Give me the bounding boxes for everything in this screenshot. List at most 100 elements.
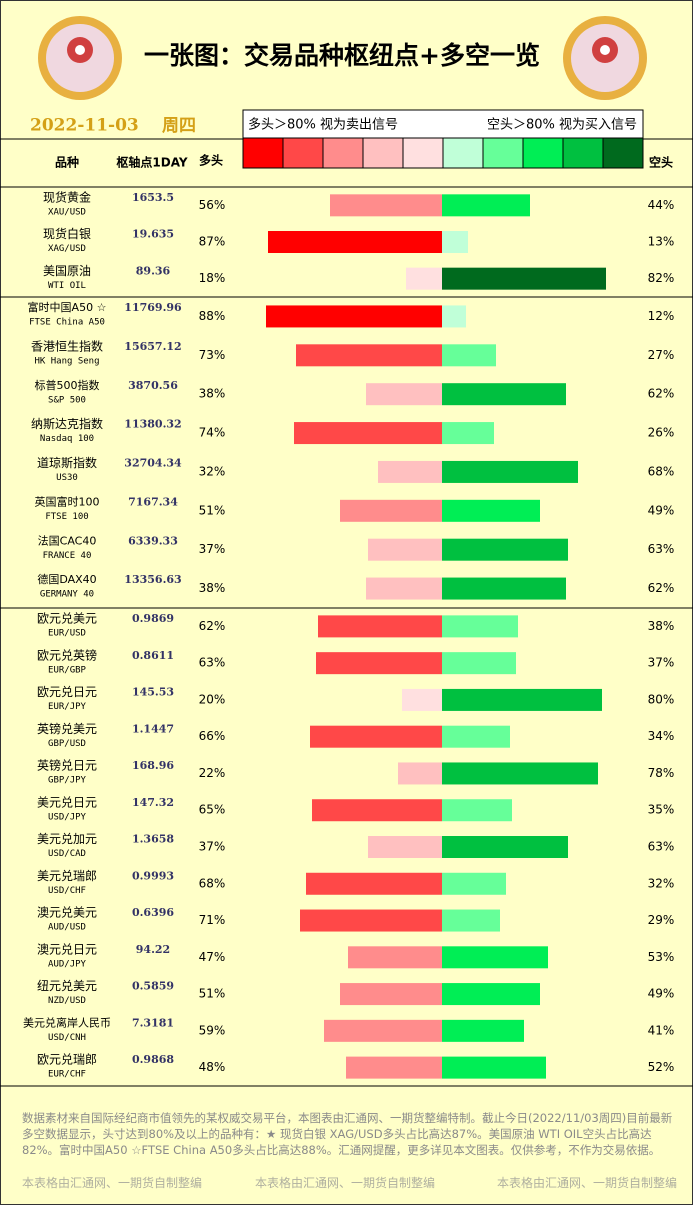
pivot: 0.9869 <box>132 612 174 625</box>
instrument-code: NZD/USD <box>48 996 86 1006</box>
long-pct: 37% <box>199 840 226 854</box>
col-long: 多头 <box>199 153 223 168</box>
instrument-code: USD/JPY <box>48 812 87 822</box>
short-bar <box>442 344 496 367</box>
short-bar <box>442 383 566 406</box>
long-pct: 88% <box>199 309 226 323</box>
long-bar <box>330 194 442 217</box>
short-bar <box>442 652 516 675</box>
short-pct: 52% <box>648 1060 675 1074</box>
short-pct: 49% <box>648 503 675 517</box>
date: 2022-11-03 <box>30 116 139 136</box>
long-bar <box>306 872 442 895</box>
title: 一张图：交易品种枢纽点+多空一览 <box>144 41 540 70</box>
short-bar <box>442 725 510 748</box>
credit: 本表格由汇通网、一期货自制整编 <box>255 1176 436 1190</box>
instrument-code: USD/CNH <box>48 1033 86 1043</box>
instrument-code: EUR/CHF <box>48 1070 86 1080</box>
legend-swatch <box>602 137 644 169</box>
instrument-name: 英国富时100 <box>35 494 100 508</box>
short-pct: 62% <box>648 387 675 401</box>
long-bar <box>316 652 442 675</box>
short-pct: 38% <box>648 619 675 633</box>
short-pct: 80% <box>648 692 675 706</box>
col-name: 品种 <box>55 155 79 170</box>
long-pct: 38% <box>199 387 226 401</box>
short-bar <box>442 909 500 932</box>
long-bar <box>318 615 442 638</box>
short-bar <box>442 460 578 483</box>
pivot: 15657.12 <box>124 340 181 353</box>
instrument-code: FTSE 100 <box>45 512 88 522</box>
short-pct: 62% <box>648 581 675 595</box>
instrument-name: 纳斯达克指数 <box>31 416 103 431</box>
short-bar <box>442 194 530 217</box>
short-pct: 29% <box>648 913 675 927</box>
instrument-code: S&P 500 <box>48 395 86 405</box>
long-pct: 20% <box>199 692 226 706</box>
instrument-name: 道琼斯指数 <box>37 455 97 470</box>
instrument-name: 欧元兑瑞郎 <box>37 1053 97 1067</box>
legend-swatch <box>242 137 284 169</box>
pivot: 145.53 <box>132 686 174 699</box>
pivot: 0.6396 <box>132 906 174 919</box>
short-bar <box>442 1056 546 1079</box>
short-pct: 34% <box>648 729 675 743</box>
long-pct: 38% <box>199 581 226 595</box>
long-bar <box>294 422 442 445</box>
pivot: 19.635 <box>132 228 174 241</box>
legend-swatch <box>522 137 564 169</box>
long-bar <box>398 762 442 785</box>
short-pct: 12% <box>648 309 675 323</box>
legend-right: 空头＞80% 视为买入信号 <box>487 118 637 133</box>
short-bar <box>442 1019 524 1042</box>
short-bar <box>442 267 606 290</box>
short-pct: 35% <box>648 803 675 817</box>
pivot: 0.9993 <box>132 869 174 882</box>
legend-swatch <box>322 137 364 169</box>
long-pct: 32% <box>199 464 226 478</box>
long-pct: 87% <box>199 235 226 249</box>
long-pct: 73% <box>199 348 226 362</box>
weekday: 周四 <box>162 116 196 136</box>
pivot: 147.32 <box>132 796 174 809</box>
pivot: 13356.63 <box>124 573 181 586</box>
short-bar <box>442 688 602 711</box>
col-short: 空头 <box>649 155 673 170</box>
short-pct: 44% <box>648 198 675 212</box>
instrument-name: 纽元兑美元 <box>37 979 97 993</box>
long-bar <box>402 688 442 711</box>
long-pct: 66% <box>199 729 226 743</box>
instrument-name: 美元兑加元 <box>37 832 97 846</box>
short-pct: 82% <box>648 271 675 285</box>
short-bar <box>442 872 506 895</box>
long-pct: 51% <box>199 987 226 1001</box>
legend-left: 多头＞80% 视为卖出信号 <box>248 117 398 133</box>
instrument-code: EUR/USD <box>48 629 86 639</box>
long-bar <box>346 1056 442 1079</box>
instrument-name: 现货白银 <box>43 226 91 241</box>
long-pct: 63% <box>199 656 226 670</box>
logo-left <box>38 16 122 100</box>
pivot: 6339.33 <box>128 534 178 547</box>
short-bar <box>442 615 518 638</box>
instrument-code: USD/CHF <box>48 886 86 896</box>
long-bar <box>368 538 442 561</box>
legend-swatch <box>402 137 444 169</box>
logo-right <box>563 16 647 100</box>
instrument-name: 标普500指数 <box>35 378 100 392</box>
instrument-name: 欧元兑美元 <box>37 612 97 626</box>
legend-swatch <box>442 137 484 169</box>
instrument-name: 欧元兑英镑 <box>37 647 97 662</box>
short-pct: 13% <box>648 235 675 249</box>
short-pct: 53% <box>648 950 675 964</box>
pivot: 89.36 <box>136 264 171 277</box>
instrument-code: AUD/USD <box>48 923 86 933</box>
long-bar <box>368 836 442 858</box>
short-bar <box>442 422 494 445</box>
short-pct: 68% <box>648 464 675 478</box>
long-pct: 48% <box>199 1060 226 1074</box>
long-bar <box>348 946 442 969</box>
short-pct: 32% <box>648 876 675 890</box>
